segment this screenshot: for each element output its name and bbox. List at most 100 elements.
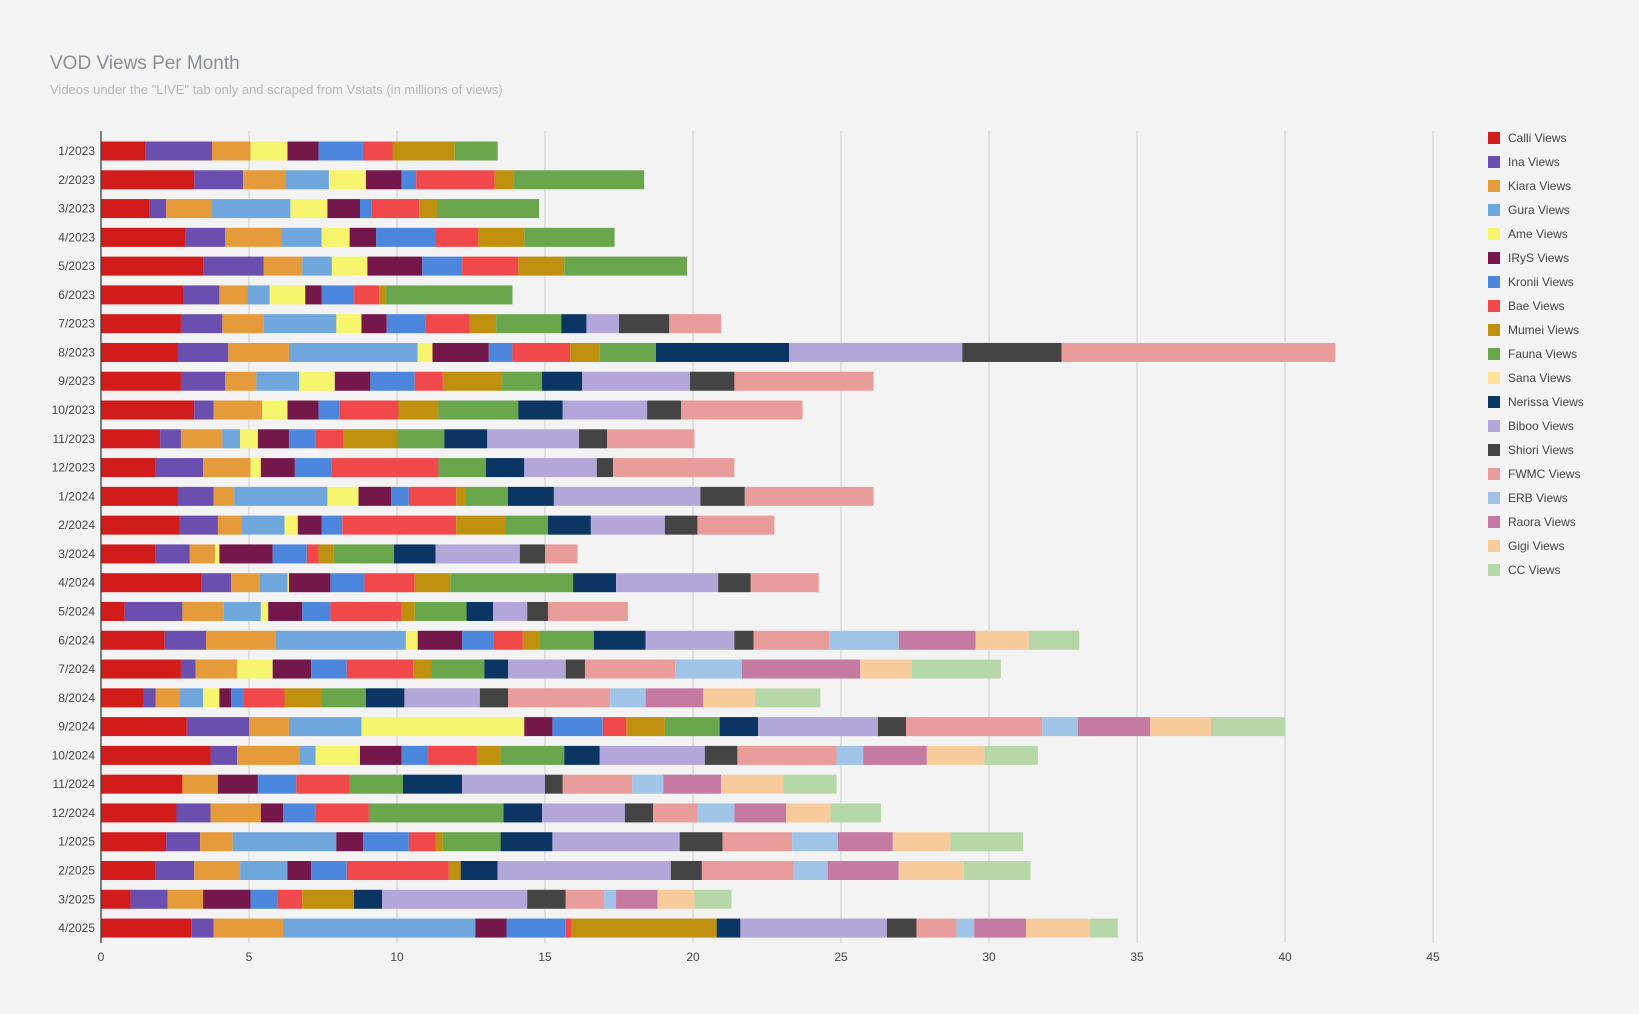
bar-segment	[287, 141, 319, 161]
bar-segment	[438, 400, 519, 420]
bar-segment	[277, 889, 303, 909]
bar-segment	[518, 256, 565, 276]
bar-segment	[101, 861, 156, 880]
y-tick-label: 5/2024	[58, 604, 95, 618]
bar-segment	[101, 601, 125, 621]
bar-segment	[562, 774, 633, 794]
bar-segment	[185, 227, 226, 247]
bar-segment	[460, 861, 498, 880]
bar-segment	[508, 688, 611, 708]
bar-segment	[101, 745, 211, 765]
axes: 0 5 10 15 20 25 30 35 40 45 1/2023 2/2023 3/2023 4/20…	[52, 131, 1440, 964]
bar-segment	[354, 285, 380, 305]
bar-segment	[579, 429, 608, 449]
bar-segment	[462, 774, 545, 794]
bar-segment	[385, 285, 513, 305]
y-tick-label: 9/2024	[58, 720, 95, 734]
bar-segment	[653, 803, 698, 823]
bar-segment	[281, 227, 322, 247]
bar-segment	[522, 630, 540, 650]
bar-segment	[722, 832, 793, 852]
bar-segment	[240, 429, 258, 449]
bar-segment	[539, 630, 594, 650]
bar-segment	[561, 314, 587, 334]
bar-segment	[213, 400, 263, 420]
bar-segment	[391, 486, 409, 506]
bar-segment	[456, 486, 466, 506]
bar-segment	[257, 774, 297, 794]
y-tick-label: 1/2024	[58, 489, 95, 503]
bar-segment	[101, 342, 178, 362]
bar-segment	[647, 400, 682, 420]
bar-segment	[203, 256, 264, 276]
bar-segment	[527, 601, 548, 621]
legend-label: Shiori Views	[1508, 443, 1574, 457]
bar-segment	[212, 141, 251, 161]
bar-segment	[465, 486, 508, 506]
bar-segment	[180, 314, 223, 334]
bar-segment	[311, 659, 347, 679]
bar-segment	[616, 889, 658, 909]
bar-segment	[610, 688, 646, 708]
bar-segment	[456, 515, 506, 535]
x-tick-label: 40	[1278, 950, 1292, 964]
y-tick-label: 2/2023	[58, 173, 95, 187]
bar-segment	[346, 861, 449, 880]
bar-segment	[232, 832, 337, 852]
bar-segment	[863, 745, 927, 765]
bar-segment	[1089, 918, 1118, 938]
bar-segment	[237, 659, 273, 679]
legend-swatch	[1488, 540, 1500, 552]
bar-segment	[155, 544, 190, 564]
bar-segment	[101, 486, 178, 506]
bar-segment	[299, 371, 335, 391]
legend-swatch	[1488, 252, 1500, 264]
bar-segment	[974, 918, 1026, 938]
legend-swatch	[1488, 564, 1500, 576]
bar-segment	[210, 803, 261, 823]
bar-segment	[493, 601, 528, 621]
bar-segment	[565, 659, 585, 679]
bar-segment	[259, 573, 288, 593]
bar-segment	[336, 832, 363, 852]
bar-segment	[675, 659, 742, 679]
bar-segment	[330, 601, 402, 621]
bar-segment	[101, 918, 192, 938]
bar-segment	[243, 170, 286, 190]
bar-segment	[898, 630, 976, 650]
bar-segment	[179, 515, 218, 535]
bar-segment	[697, 515, 775, 535]
bar-segment	[545, 774, 563, 794]
bar-segment	[124, 601, 183, 621]
y-tick-label: 8/2023	[58, 345, 95, 359]
bar-segment	[836, 745, 864, 765]
bar-segment	[422, 256, 463, 276]
bar-segment	[404, 688, 480, 708]
bar-segment	[755, 688, 821, 708]
bar-segment	[358, 486, 392, 506]
bar-segment	[130, 889, 168, 909]
bar-segment	[101, 458, 156, 478]
bar-segment	[416, 170, 495, 190]
bar-segment	[371, 199, 420, 219]
bar-segment	[886, 918, 917, 938]
y-tick-label: 11/2024	[53, 777, 96, 791]
y-tick-label: 10/2024	[52, 748, 96, 762]
bar-segment	[1026, 918, 1090, 938]
bar-segment	[401, 601, 415, 621]
x-tick-label: 45	[1426, 950, 1440, 964]
bar-segment	[321, 688, 366, 708]
bar-segment	[479, 688, 508, 708]
y-tick-label: 7/2023	[58, 317, 95, 331]
bar-segment	[155, 861, 195, 880]
bar-segment	[741, 659, 861, 679]
bar-segment	[552, 717, 603, 737]
bar-segment	[212, 199, 291, 219]
bar-segment	[860, 659, 913, 679]
bar-segment	[247, 285, 270, 305]
bar-segment	[182, 601, 224, 621]
bar-segment	[758, 717, 878, 737]
bar-segment	[228, 342, 289, 362]
bar-segment	[101, 688, 144, 708]
legend-swatch	[1488, 468, 1500, 480]
